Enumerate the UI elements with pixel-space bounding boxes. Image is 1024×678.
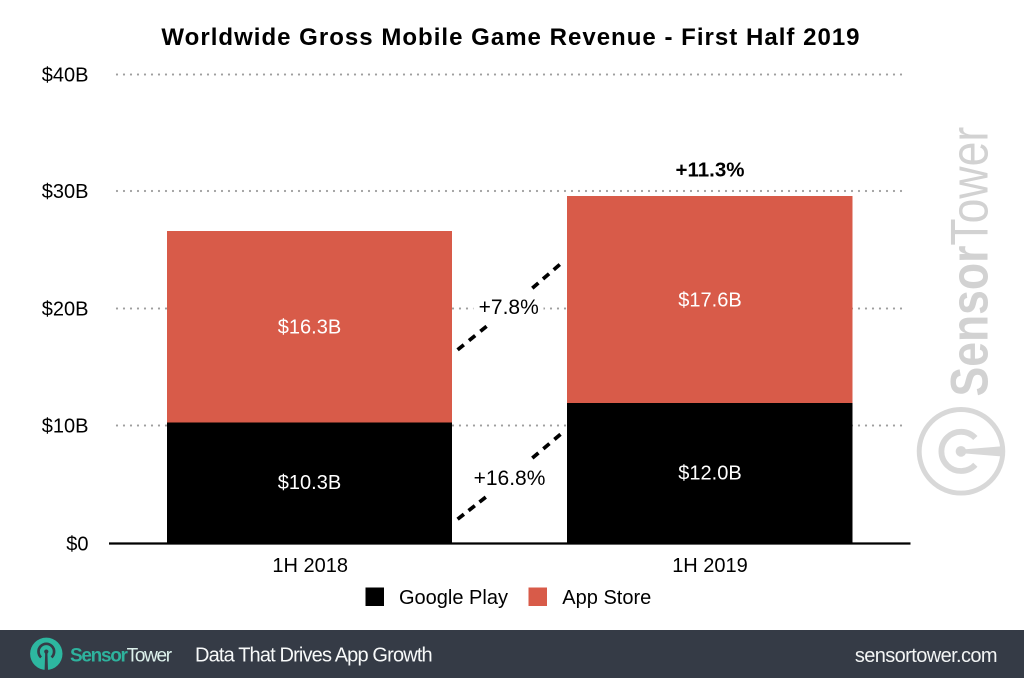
svg-text:$16.3B: $16.3B: [278, 317, 341, 339]
svg-text:1H 2018: 1H 2018: [272, 555, 348, 577]
svg-text:$17.6B: $17.6B: [678, 290, 741, 312]
svg-text:App Store: App Store: [562, 587, 651, 609]
svg-text:Data That Drives App Growth: Data That Drives App Growth: [195, 645, 432, 667]
svg-text:$20B: $20B: [42, 299, 89, 321]
svg-text:+11.3%: +11.3%: [676, 159, 745, 182]
svg-text:$40B: $40B: [42, 65, 89, 87]
svg-text:sensortower.com: sensortower.com: [855, 645, 997, 667]
svg-text:+16.8%: +16.8%: [474, 467, 546, 490]
svg-text:Worldwide Gross Mobile Game Re: Worldwide Gross Mobile Game Revenue - Fi…: [161, 24, 860, 51]
svg-text:$30B: $30B: [42, 181, 89, 203]
svg-text:$10.3B: $10.3B: [278, 472, 341, 494]
svg-text:Google Play: Google Play: [399, 587, 508, 609]
svg-text:$12.0B: $12.0B: [678, 463, 741, 485]
svg-text:1H 2019: 1H 2019: [672, 555, 748, 577]
svg-text:SensorTower: SensorTower: [70, 646, 173, 667]
svg-text:$0: $0: [66, 534, 88, 556]
svg-text:+7.8%: +7.8%: [479, 296, 539, 319]
svg-text:SensorTower: SensorTower: [941, 127, 999, 397]
svg-text:$10B: $10B: [42, 416, 89, 438]
